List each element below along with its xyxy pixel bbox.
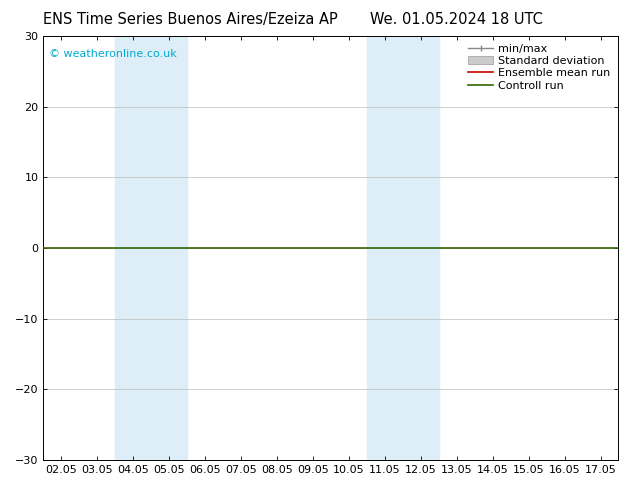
Legend: min/max, Standard deviation, Ensemble mean run, Controll run: min/max, Standard deviation, Ensemble me… — [466, 42, 613, 93]
Text: We. 01.05.2024 18 UTC: We. 01.05.2024 18 UTC — [370, 12, 543, 27]
Bar — [115, 36, 187, 460]
Bar — [367, 36, 439, 460]
Text: © weatheronline.co.uk: © weatheronline.co.uk — [49, 49, 177, 59]
Text: ENS Time Series Buenos Aires/Ezeiza AP: ENS Time Series Buenos Aires/Ezeiza AP — [43, 12, 337, 27]
